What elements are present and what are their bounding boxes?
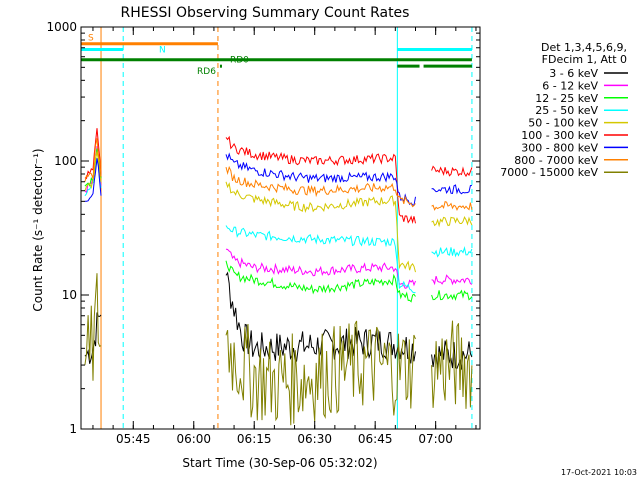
plot-frame [80, 26, 481, 430]
series-layer [84, 128, 473, 426]
series-line-4 [84, 151, 473, 273]
legend: Det 1,3,4,5,6,9,FDecim 1, Att 03 - 6 keV… [500, 41, 628, 179]
x-tick-label: 07:00 [418, 432, 453, 446]
flag-label-rd0: RD0 [230, 56, 249, 66]
chart-title: RHESSI Observing Summary Count Rates [121, 5, 410, 21]
x-tick-label: 05:45 [116, 432, 151, 446]
y-tick-label: 100 [54, 154, 77, 168]
legend-entry-label: 12 - 25 keV [535, 92, 598, 105]
legend-entry-label: 25 - 50 keV [535, 104, 598, 117]
legend-entry-label: 7000 - 15000 keV [500, 166, 598, 179]
flag-bar-layer: S N RD0 RD6 [81, 34, 472, 77]
x-axis-label: Start Time (30-Sep-06 05:32:02) [182, 456, 377, 470]
flag-label-rd6: RD6 [197, 67, 216, 77]
marker-layer [80, 27, 473, 429]
legend-entry-label: 6 - 12 keV [542, 79, 598, 92]
series-line-6 [84, 152, 472, 206]
legend-header-line: Det 1,3,4,5,6,9, [541, 41, 627, 54]
legend-entry-label: 50 - 100 keV [528, 117, 598, 130]
legend-entry-label: 3 - 6 keV [549, 67, 598, 80]
y-tick-label: 1 [69, 422, 77, 436]
y-axis-label: Count Rate (s⁻¹ detector⁻¹) [31, 148, 45, 311]
flag-label-s: S [88, 34, 94, 44]
series-line-7 [84, 138, 473, 212]
y-tick-label: 10 [62, 288, 77, 302]
series-line-2 [84, 148, 473, 303]
y-tick-label: 1000 [46, 20, 77, 34]
x-tick-label: 06:00 [176, 432, 211, 446]
series-line-8 [84, 273, 473, 426]
series-line-5 [84, 128, 473, 224]
x-tick-label: 06:30 [297, 432, 332, 446]
x-tick-label: 06:45 [358, 432, 393, 446]
legend-header-line: FDecim 1, Att 0 [542, 53, 627, 66]
flag-label-n: N [159, 45, 166, 55]
axes-layer: 1 10 100 1000 05:45 06:00 06:15 06:30 06:45 07:00 [46, 20, 480, 446]
legend-entry-label: 300 - 800 keV [521, 141, 598, 154]
footer-timestamp: 17-Oct-2021 10:03 [561, 468, 637, 477]
x-tick-label: 06:15 [237, 432, 272, 446]
legend-entry-label: 100 - 300 keV [521, 129, 598, 142]
legend-entry-label: 800 - 7000 keV [514, 154, 598, 167]
